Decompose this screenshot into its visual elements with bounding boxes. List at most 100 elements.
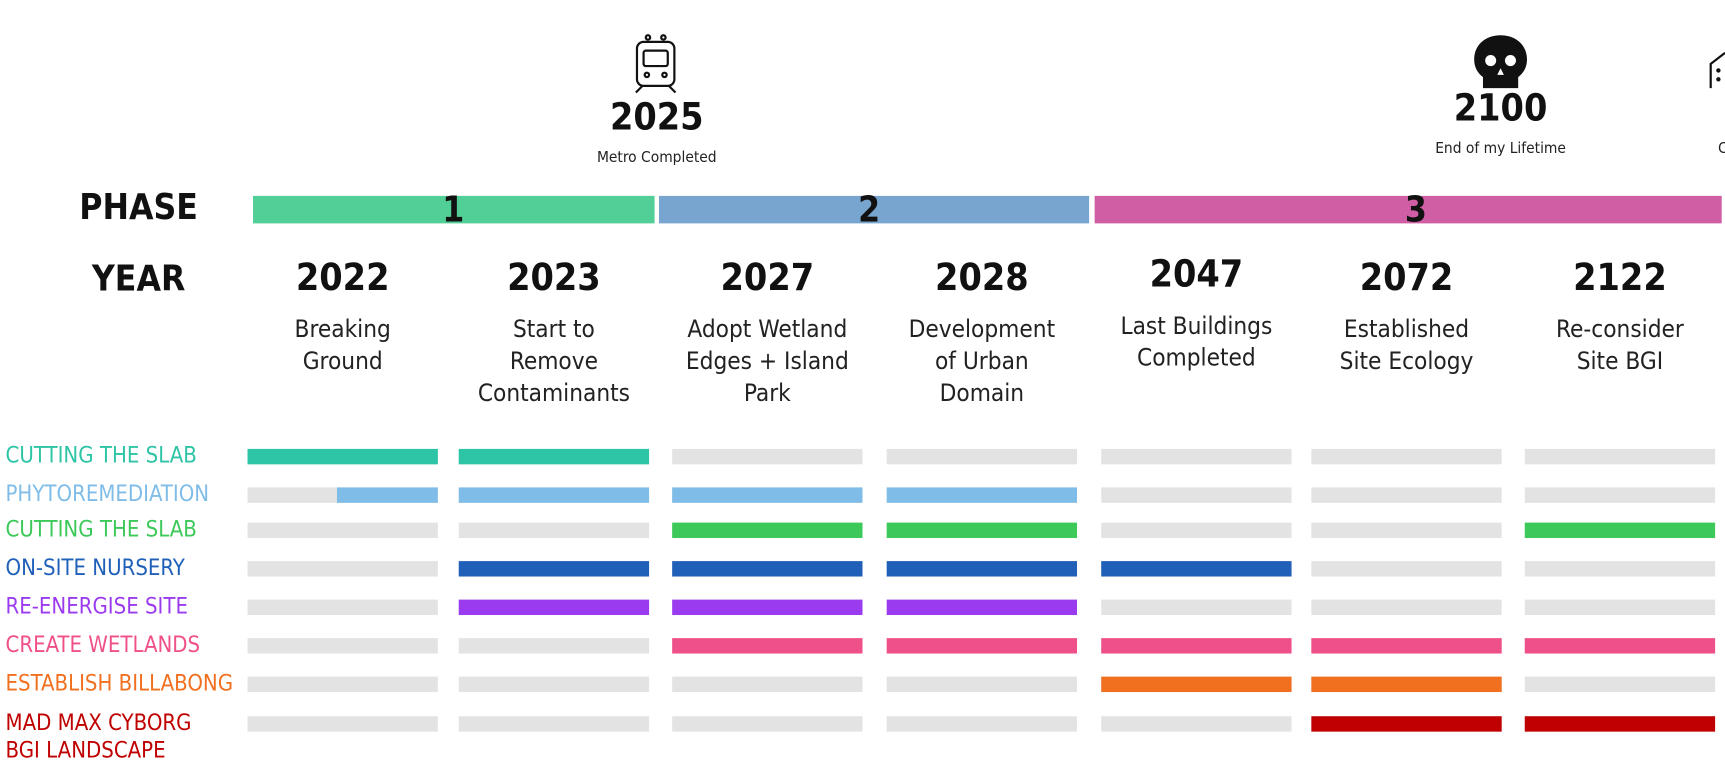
task-cell [1101,716,1292,732]
task-label: CUTTING THE SLAB [6,517,197,542]
task-active [1311,716,1502,732]
year-label: YEAR [91,259,185,300]
task-active [672,561,863,577]
phase-number: 3 [1405,189,1427,230]
task-cell [1524,448,1716,465]
column-year: 2122 [1573,255,1667,299]
task-active [1101,638,1292,654]
task-label: RE-ENERGISE SITE [6,594,188,619]
task-active [886,522,1078,539]
column-caption: Breaking [295,315,391,343]
task-cell [1101,599,1292,616]
milestone-year: 2100 [1454,86,1548,130]
phase-number: 1 [442,189,464,230]
task-cell [1524,599,1716,616]
task-active [458,561,650,577]
task-cell [247,599,438,616]
task-cell [672,676,863,693]
task-cell [247,561,438,577]
task-active [886,561,1078,577]
column-caption: Development [909,315,1056,343]
task-active [672,522,863,539]
task-cell [1101,522,1292,539]
task-active [1524,522,1716,539]
task-active [672,487,863,503]
column-caption: Edges + Island [686,347,849,375]
column-year: 2023 [507,255,601,299]
task-label: CUTTING THE SLAB [6,444,197,469]
task-active [886,638,1078,654]
column-caption: Established [1344,315,1469,343]
phase-bar [1094,195,1722,224]
column-caption: Site Ecology [1340,347,1474,375]
phase-bar [253,195,655,224]
task-label: CREATE WETLANDS [6,633,201,658]
column-year: 2027 [721,255,815,299]
task-cell [247,716,438,732]
task-active [886,599,1078,616]
task-cell [1311,599,1502,616]
phase-number: 2 [858,189,880,230]
column-year: 2072 [1360,255,1454,299]
column-caption: Contaminants [478,379,630,407]
task-active [247,448,438,465]
column-caption: Site BGI [1577,347,1663,375]
task-label: BGI LANDSCAPE [6,738,166,763]
task-cell [1524,487,1716,503]
task-cell [1311,448,1502,465]
column-year: 2028 [935,255,1029,299]
task-active [458,599,650,616]
task-label: PHYTOREMEDIATION [6,482,210,507]
milestone-caption: Metro Completed [597,148,717,166]
column-caption: Completed [1137,344,1256,372]
task-active [1311,638,1502,654]
task-active [1524,716,1716,732]
task-cell [672,448,863,465]
task-cell [458,716,650,732]
column-caption: Last Buildings [1120,312,1272,340]
task-cell [247,638,438,654]
task-cell [247,522,438,539]
column-caption: Re-consider [1556,315,1684,343]
task-active [1311,676,1502,693]
task-cell [886,676,1078,693]
task-cell [458,676,650,693]
task-cell [886,448,1078,465]
task-cell [1311,561,1502,577]
task-cell [886,716,1078,732]
task-cell [458,522,650,539]
task-active [458,448,650,465]
task-cell [1524,676,1716,693]
column-caption: Adopt Wetland [687,315,847,343]
task-active [672,638,863,654]
column-year: 2022 [296,255,390,299]
column-year: 2047 [1150,252,1244,296]
task-cell [1524,561,1716,577]
task-cell [1101,448,1292,465]
task-active [672,599,863,616]
task-active [886,487,1078,503]
milestone-caption: Concrete [1718,139,1725,157]
task-cell [672,716,863,732]
skull-icon [1474,35,1527,89]
task-active [1524,638,1716,654]
column-caption: Start to [513,315,595,343]
task-label: ESTABLISH BILLABONG [6,671,234,696]
task-active [1101,561,1292,577]
task-active [458,487,650,503]
building-icon [1709,51,1725,89]
task-label: ON-SITE NURSERY [6,556,186,581]
phase-label: PHASE [79,187,198,228]
milestone-caption: End of my Lifetime [1435,139,1566,157]
column-caption: Domain [940,379,1024,407]
task-cell [247,676,438,693]
column-caption: Park [744,379,791,407]
column-caption: Ground [303,347,383,375]
task-cell [1311,487,1502,503]
column-caption: of Urban [935,347,1029,375]
column-caption: Remove [510,347,598,375]
task-label: MAD MAX CYBORG [6,711,192,736]
task-cell [1311,522,1502,539]
